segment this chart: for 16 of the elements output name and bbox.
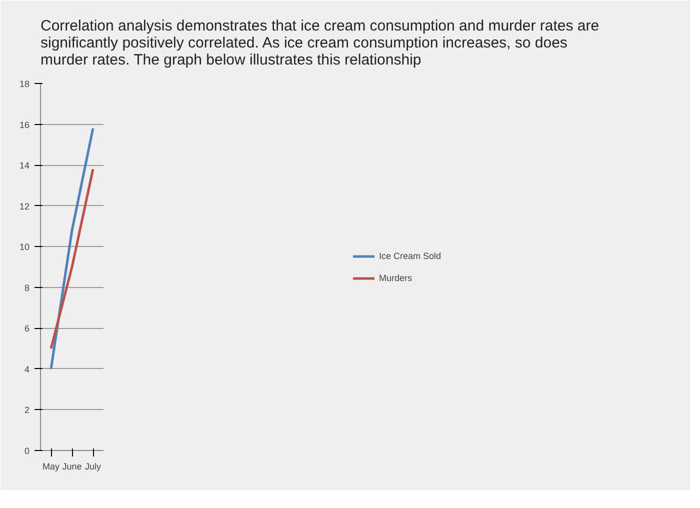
y-tick-label: 12 bbox=[19, 201, 30, 212]
y-tick-label: 4 bbox=[24, 364, 30, 374]
y-tick-label: 8 bbox=[24, 282, 30, 293]
y-tick-label: 2 bbox=[24, 405, 30, 416]
legend-label: Ice Cream Sold bbox=[378, 250, 442, 260]
y-tick-label: 10 bbox=[19, 242, 30, 252]
x-tick-label: June bbox=[62, 462, 82, 472]
legend-label: Murders bbox=[378, 272, 412, 282]
x-tick-label: July bbox=[85, 462, 102, 472]
y-tick-label: 6 bbox=[24, 324, 30, 334]
text: Correlation analysis demonstrates that ice cream consumption and murder rates are significantly positively correlated. As ice cream consumption increases, so does murder rates. The graph below illustrates this relationship bbox=[40, 18, 600, 68]
y-tick-label: 14 bbox=[19, 160, 30, 171]
y-tick-label: 18 bbox=[19, 79, 30, 89]
y-tick-label: 0 bbox=[24, 446, 30, 456]
x-tick-label: May bbox=[42, 462, 60, 472]
y-tick-label: 16 bbox=[19, 120, 30, 130]
